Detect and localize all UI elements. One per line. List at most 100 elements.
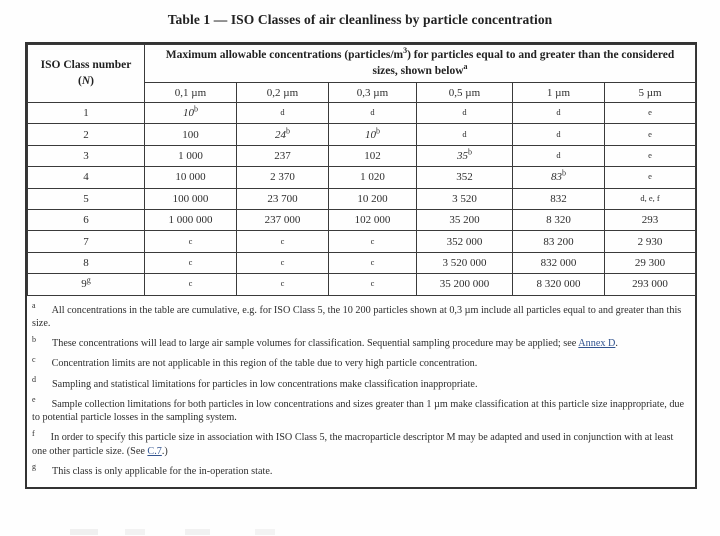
header-iso-class-number-line1: ISO Class number	[40, 59, 132, 71]
footnote-c: c Concentration limits are not applicable…	[32, 354, 689, 370]
header-max-concentrations-text: Maximum allowable concentrations (partic…	[165, 49, 404, 61]
concentration-cell: c	[144, 273, 237, 296]
iso-class-table: ISO Class number (N) Maximum allowable c…	[27, 43, 697, 296]
concentration-cell: 10 000	[144, 166, 237, 189]
concentration-cell: c	[328, 251, 417, 275]
concentration-cell: 8 320	[512, 208, 605, 232]
table-row-iso-class-9: 9g c c c 35 200 000 8 320 000 293 000	[27, 273, 697, 296]
c-7-link[interactable]: C.7	[147, 445, 162, 457]
concentration-cell: 237 000	[236, 208, 329, 232]
concentration-cell: 352	[416, 166, 513, 189]
header-size-5um: 5 µm	[603, 82, 697, 104]
table-row-iso-class-7: 7 c c c 352 000 83 200 2 930	[27, 230, 697, 253]
footnote-text: .	[615, 338, 618, 350]
concentration-cell: 352 000	[416, 230, 513, 253]
concentration-cell: 10b	[328, 123, 417, 146]
iso-class-cell: 6	[27, 208, 145, 232]
table-row-iso-class-5: 5 100 000 23 700 10 200 3 520 832 d, e, f	[27, 187, 697, 210]
footnote-e: e Sample collection limitations for both …	[32, 396, 689, 425]
concentration-cell: 29 300	[603, 251, 697, 275]
concentration-cell: 100 000	[144, 187, 237, 210]
concentration-cell: d	[236, 102, 329, 125]
concentration-cell: 293	[603, 208, 697, 232]
header-size-0-2um: 0,2 µm	[236, 82, 329, 104]
concentration-cell: 2 370	[236, 166, 329, 189]
header-n-symbol: N	[81, 74, 91, 87]
table-row-iso-class-4: 4 10 000 2 370 1 020 352 83b e	[27, 166, 697, 189]
iso-class-cell: 2	[27, 123, 145, 146]
concentration-cell: 832	[512, 187, 605, 210]
header-max-concentrations: Maximum allowable concentrations (partic…	[143, 43, 697, 84]
concentration-cell: e	[603, 102, 697, 125]
concentration-cell: d	[512, 144, 605, 168]
concentration-cell: 102 000	[328, 208, 417, 232]
footnote-d: d Sampling and statistical limitations fo…	[32, 375, 689, 391]
concentration-cell: d	[416, 102, 513, 125]
header-n-paren-close: )	[90, 74, 94, 87]
footnote-marker-d: d	[32, 375, 36, 385]
footnote-text: .)	[161, 445, 168, 457]
concentration-cell: 832 000	[512, 251, 605, 275]
iso-class-cell: 7	[27, 230, 145, 253]
concentration-cell: e	[603, 123, 697, 146]
iso-class-cell: 9g	[27, 273, 145, 296]
header-superscript-3: 3	[403, 46, 408, 56]
concentration-cell: d	[328, 102, 417, 125]
footnote-marker-b: b	[32, 334, 36, 344]
concentration-cell: 1 000 000	[144, 208, 237, 232]
concentration-cell: e	[603, 144, 697, 168]
concentration-cell: d, e, f	[603, 187, 697, 210]
concentration-cell: 10 200	[328, 187, 417, 210]
table-row-iso-class-2: 2 100 24b 10b d d e	[27, 123, 697, 146]
header-size-1um: 1 µm	[512, 82, 605, 104]
header-footnote-a-ref: a	[463, 61, 468, 71]
concentration-cell: 23 700	[236, 187, 329, 210]
iso-class-cell: 8	[27, 251, 145, 275]
main-header-row: ISO Class number (N) Maximum allowable c…	[27, 43, 697, 104]
footnote-text: Concentration limits are not applicable …	[51, 358, 478, 370]
concentration-cell: c	[236, 230, 329, 253]
concentration-cell: 10b	[144, 102, 237, 125]
concentration-cell: 100	[144, 123, 237, 146]
footnotes-section: a All concentrations in the table are cum…	[27, 296, 695, 488]
footnote-b: b These concentrations will lead to large…	[32, 334, 689, 350]
header-iso-class-number: ISO Class number (N)	[27, 43, 145, 104]
header-size-0-3um: 0,3 µm	[328, 82, 417, 104]
header-size-0-5um: 0,5 µm	[416, 82, 513, 104]
header-max-concentrations-text2: ) for particles equal to and greater tha…	[372, 49, 675, 77]
concentration-cell: c	[236, 251, 329, 275]
header-n-paren-open: (	[78, 74, 82, 87]
concentration-cell: 35 200	[416, 208, 513, 232]
table-row-iso-class-1: 1 10b d d d d e	[27, 102, 697, 125]
concentration-cell: d	[416, 123, 513, 146]
footnote-text: These concentrations will lead to large …	[52, 338, 579, 350]
footnote-text: This class is only applicable for the in…	[52, 465, 273, 477]
concentration-cell: 1 020	[328, 166, 417, 189]
footnote-text: In order to specify this particle size i…	[32, 432, 674, 457]
iso-class-cell: 4	[27, 166, 145, 189]
concentration-cell: d	[512, 123, 605, 146]
cutoff-next-line-fragment	[70, 529, 310, 535]
concentration-cell: e	[603, 166, 697, 189]
size-header-row: 0,1 µm 0,2 µm 0,3 µm 0,5 µm 1 µm 5 µm	[28, 82, 697, 104]
footnote-g: g This class is only applicable for the i…	[32, 462, 689, 478]
concentration-cell: 83b	[512, 166, 605, 189]
iso-class-cell: 5	[27, 187, 145, 210]
concentration-cell: c	[144, 251, 237, 275]
concentration-cell: 1 000	[144, 144, 237, 168]
concentration-cell: 237	[236, 144, 329, 168]
annex-d-link[interactable]: Annex D	[578, 338, 616, 350]
concentration-cell: c	[328, 273, 417, 296]
concentration-cell: c	[328, 230, 417, 253]
footnote-marker-g: g	[32, 462, 36, 472]
footnote-marker-c: c	[32, 354, 36, 364]
concentration-cell: 3 520 000	[416, 251, 513, 275]
footnote-a: a All concentrations in the table are cum…	[32, 302, 689, 331]
iso-class-cell: 1	[27, 102, 145, 125]
table-title: Table 1 — ISO Classes of air cleanliness…	[167, 12, 553, 27]
concentration-cell: c	[144, 230, 237, 253]
concentration-cell: 102	[328, 144, 417, 168]
concentration-cell: 2 930	[603, 230, 697, 253]
